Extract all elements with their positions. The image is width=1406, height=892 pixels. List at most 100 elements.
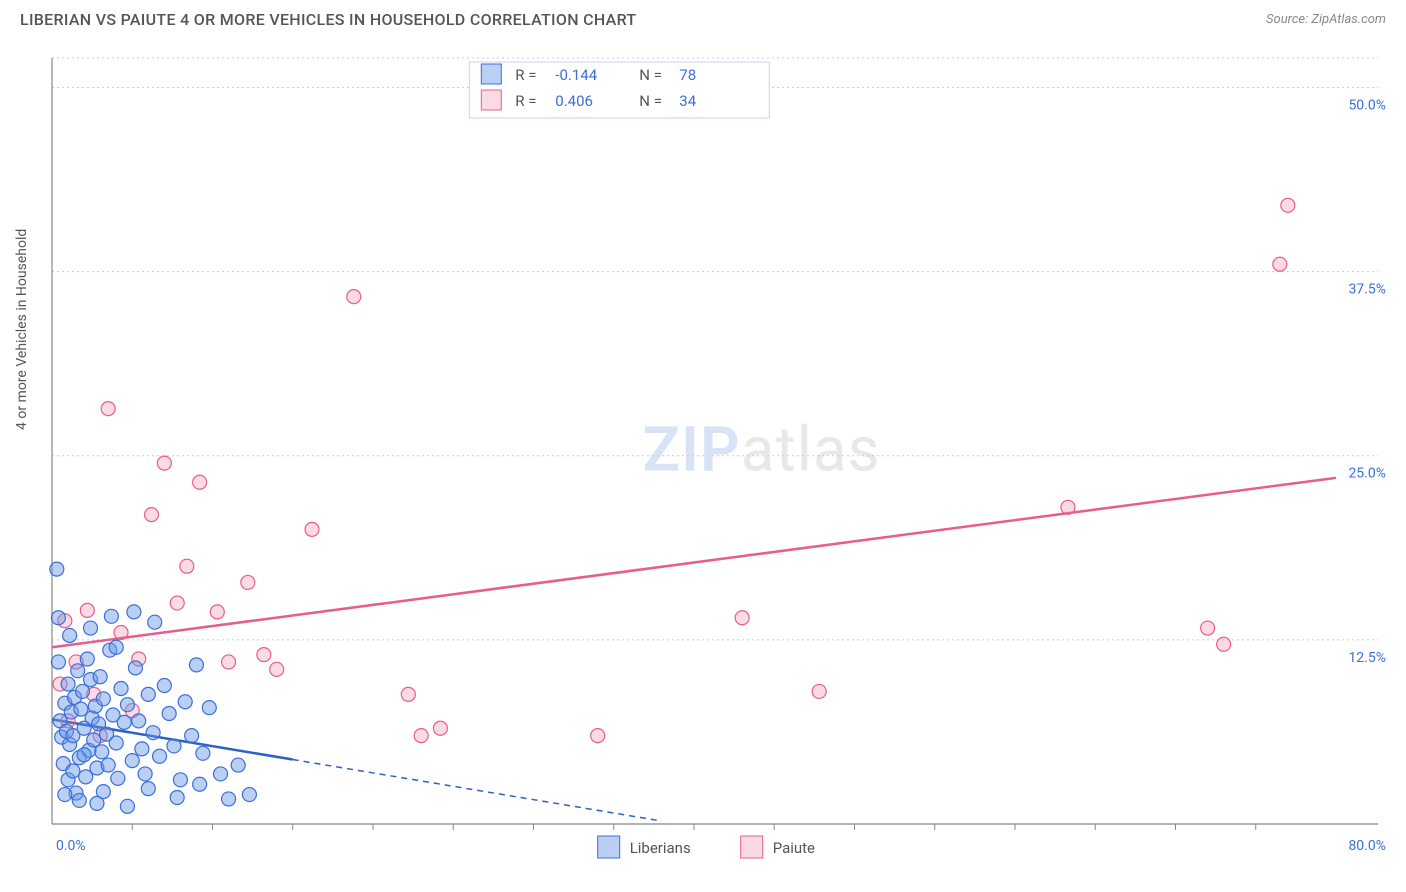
data-point-liberians <box>167 739 181 753</box>
data-point-liberians <box>95 745 109 759</box>
data-point-liberians <box>114 681 128 695</box>
legend-r-label: R = <box>515 92 536 110</box>
data-point-paiute <box>1217 637 1231 651</box>
data-point-liberians <box>141 782 155 796</box>
data-point-liberians <box>214 767 228 781</box>
data-point-paiute <box>145 508 159 522</box>
data-point-liberians <box>141 687 155 701</box>
data-point-paiute <box>591 729 605 743</box>
data-point-liberians <box>77 748 91 762</box>
y-tick-label: 50.0% <box>1348 97 1386 113</box>
y-tick-label: 12.5% <box>1348 650 1386 666</box>
legend-swatch <box>481 64 501 84</box>
data-point-liberians <box>51 655 65 669</box>
data-point-paiute <box>433 721 447 735</box>
legend-r-value: 0.406 <box>555 92 593 110</box>
data-point-paiute <box>735 611 749 625</box>
data-point-liberians <box>157 679 171 693</box>
source-attribution: Source: ZipAtlas.com <box>1266 12 1386 27</box>
legend-r-label: R = <box>515 66 536 84</box>
data-point-liberians <box>117 715 131 729</box>
x-origin-label: 0.0% <box>56 838 86 854</box>
data-point-liberians <box>148 615 162 629</box>
series-legend: Liberians Paiute <box>598 836 815 858</box>
data-point-liberians <box>202 701 216 715</box>
data-point-liberians <box>135 742 149 756</box>
trendline-liberians-extrapolated <box>293 760 662 822</box>
data-point-liberians <box>104 609 118 623</box>
legend-swatch <box>598 836 620 858</box>
data-point-paiute <box>1201 621 1215 635</box>
legend-swatch <box>481 90 501 110</box>
data-point-paiute <box>222 655 236 669</box>
data-point-paiute <box>347 290 361 304</box>
data-point-paiute <box>180 559 194 573</box>
data-point-liberians <box>127 605 141 619</box>
data-point-paiute <box>414 729 428 743</box>
data-point-liberians <box>109 736 123 750</box>
data-point-paiute <box>1273 257 1287 271</box>
data-point-liberians <box>84 621 98 635</box>
data-point-liberians <box>50 562 64 576</box>
data-point-liberians <box>162 707 176 721</box>
correlation-legend <box>469 62 769 118</box>
data-point-liberians <box>80 652 94 666</box>
data-point-paiute <box>401 687 415 701</box>
chart-area: ZIPatlas 12.5% 25.0% 37.5% 50.0% 0.0% 80.0% R =… <box>46 48 1398 860</box>
data-point-paiute <box>101 402 115 416</box>
data-point-liberians <box>120 799 134 813</box>
data-point-paiute <box>305 522 319 536</box>
data-point-liberians <box>61 677 75 691</box>
data-point-liberians <box>96 785 110 799</box>
data-point-paiute <box>1061 500 1075 514</box>
data-point-liberians <box>196 746 210 760</box>
data-point-liberians <box>128 661 142 675</box>
data-point-liberians <box>193 777 207 791</box>
data-point-liberians <box>96 692 110 706</box>
y-axis-label: 4 or more Vehicles in Household <box>14 229 30 430</box>
data-point-paiute <box>270 662 284 676</box>
legend-n-value: 34 <box>679 92 696 110</box>
data-point-liberians <box>185 729 199 743</box>
watermark: ZIPatlas <box>643 413 881 486</box>
legend-series-label: Liberians <box>630 839 691 857</box>
y-tick-label: 37.5% <box>1348 282 1386 298</box>
data-point-paiute <box>80 603 94 617</box>
legend-n-label: N = <box>639 66 662 84</box>
data-point-liberians <box>71 664 85 678</box>
data-point-liberians <box>132 714 146 728</box>
legend-n-value: 78 <box>679 66 696 84</box>
data-point-paiute <box>157 456 171 470</box>
data-point-liberians <box>222 792 236 806</box>
data-point-paiute <box>812 684 826 698</box>
data-point-liberians <box>189 658 203 672</box>
trendline-paiute <box>52 478 1336 647</box>
legend-n-label: N = <box>639 92 662 110</box>
chart-title: LIBERIAN VS PAIUTE 4 OR MORE VEHICLES IN… <box>20 10 636 29</box>
data-point-liberians <box>111 771 125 785</box>
legend-r-value: -0.144 <box>555 66 597 84</box>
legend-series-label: Paiute <box>773 839 815 857</box>
data-point-liberians <box>72 793 86 807</box>
data-point-liberians <box>51 611 65 625</box>
data-point-liberians <box>66 764 80 778</box>
scatter-plot: ZIPatlas 12.5% 25.0% 37.5% 50.0% 0.0% 80.0% R =… <box>46 48 1398 860</box>
chart-header: LIBERIAN VS PAIUTE 4 OR MORE VEHICLES IN… <box>0 0 1406 35</box>
data-point-liberians <box>125 754 139 768</box>
data-point-paiute <box>210 605 224 619</box>
x-end-label: 80.0% <box>1348 838 1386 854</box>
data-point-paiute <box>1281 198 1295 212</box>
data-point-liberians <box>138 767 152 781</box>
data-point-liberians <box>109 640 123 654</box>
data-point-paiute <box>114 626 128 640</box>
data-point-liberians <box>146 726 160 740</box>
y-tick-label: 25.0% <box>1348 466 1386 482</box>
data-point-liberians <box>58 788 72 802</box>
data-point-liberians <box>120 698 134 712</box>
data-point-liberians <box>63 628 77 642</box>
legend-swatch <box>741 836 763 858</box>
data-point-liberians <box>178 695 192 709</box>
data-point-liberians <box>170 790 184 804</box>
data-point-liberians <box>101 758 115 772</box>
data-point-paiute <box>193 475 207 489</box>
